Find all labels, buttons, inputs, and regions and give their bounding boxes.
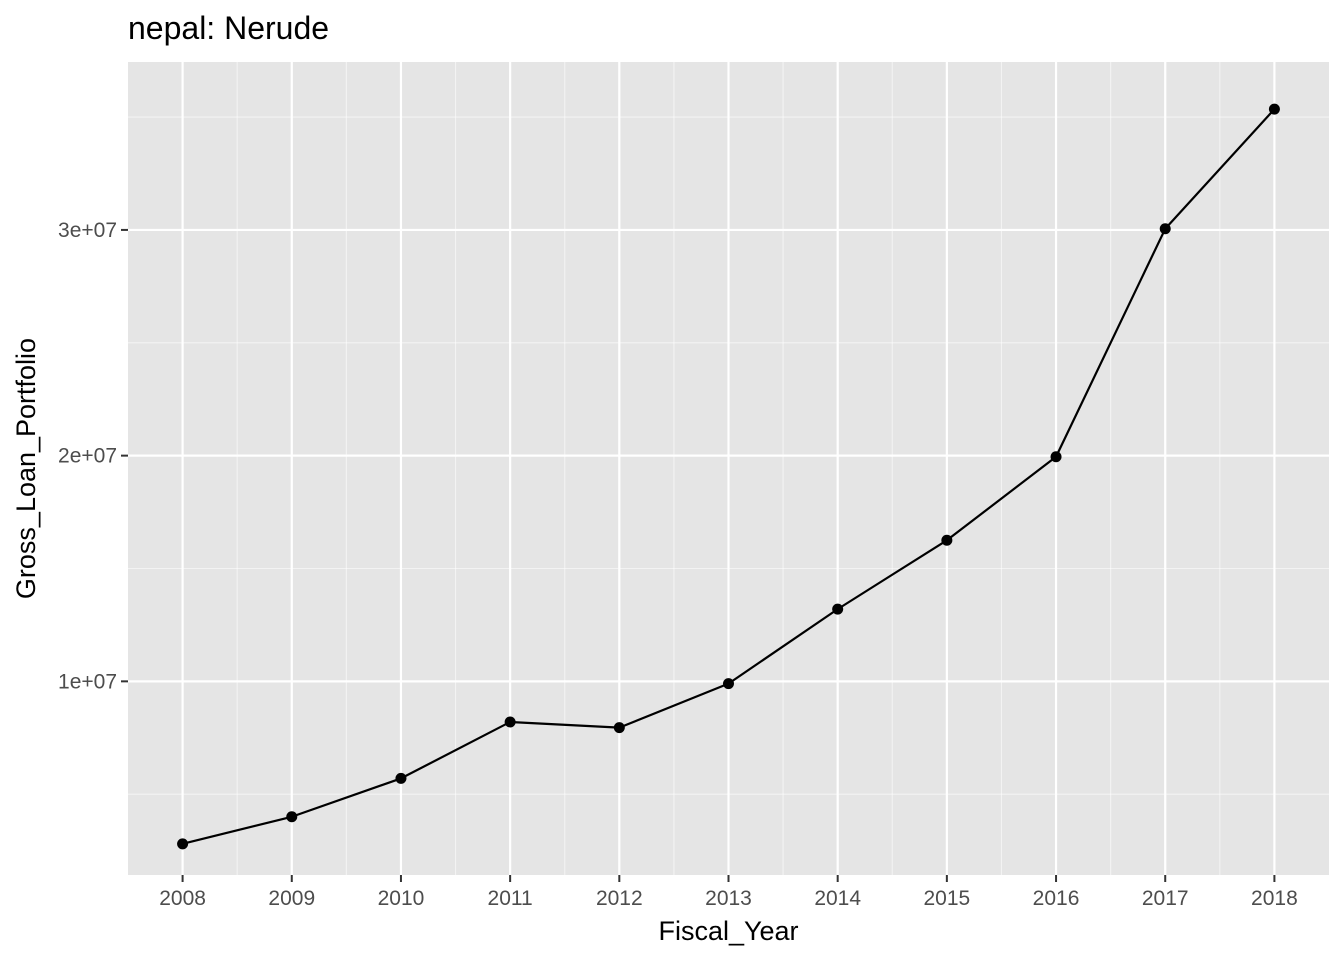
data-point <box>1268 103 1280 115</box>
x-tick-label: 2018 <box>1251 887 1298 910</box>
x-tick-label: 2017 <box>1142 887 1189 910</box>
x-tick-label: 2008 <box>159 887 206 910</box>
data-point <box>177 838 189 850</box>
y-tick-label: 2e+07 <box>58 445 117 468</box>
x-axis-tick-labels: 2008 2009 2010 2011 2012 2013 2014 2015 2016 2017… <box>159 887 1298 910</box>
data-point <box>1050 451 1062 463</box>
series-points <box>177 103 1280 850</box>
x-axis-title: Fiscal_Year <box>658 916 798 946</box>
data-point <box>723 678 734 690</box>
x-tick-label: 2012 <box>596 887 643 910</box>
x-tick-label: 2014 <box>814 887 861 910</box>
y-tick-label: 3e+07 <box>58 219 117 242</box>
x-tick-label: 2016 <box>1033 887 1080 910</box>
axis-ticks <box>121 228 1276 882</box>
y-tick-label: 1e+07 <box>58 670 117 693</box>
data-point <box>613 722 625 734</box>
x-tick-label: 2009 <box>268 887 315 910</box>
x-tick-label: 2015 <box>924 887 971 910</box>
chart-title: nepal: Nerude <box>128 10 329 46</box>
data-point <box>832 603 844 615</box>
major-gridlines <box>128 62 1329 875</box>
x-tick-label: 2010 <box>378 887 425 910</box>
y-axis-tick-labels: 1e+07 2e+07 3e+07 <box>58 219 117 693</box>
x-tick-label: 2013 <box>705 887 752 910</box>
y-axis-title: Gross_Loan_Portfolio <box>11 338 41 599</box>
data-point <box>504 716 516 728</box>
data-point <box>286 811 298 823</box>
data-point <box>1159 223 1171 235</box>
data-point <box>941 534 953 546</box>
data-point <box>395 772 407 784</box>
x-tick-label: 2011 <box>488 887 533 910</box>
